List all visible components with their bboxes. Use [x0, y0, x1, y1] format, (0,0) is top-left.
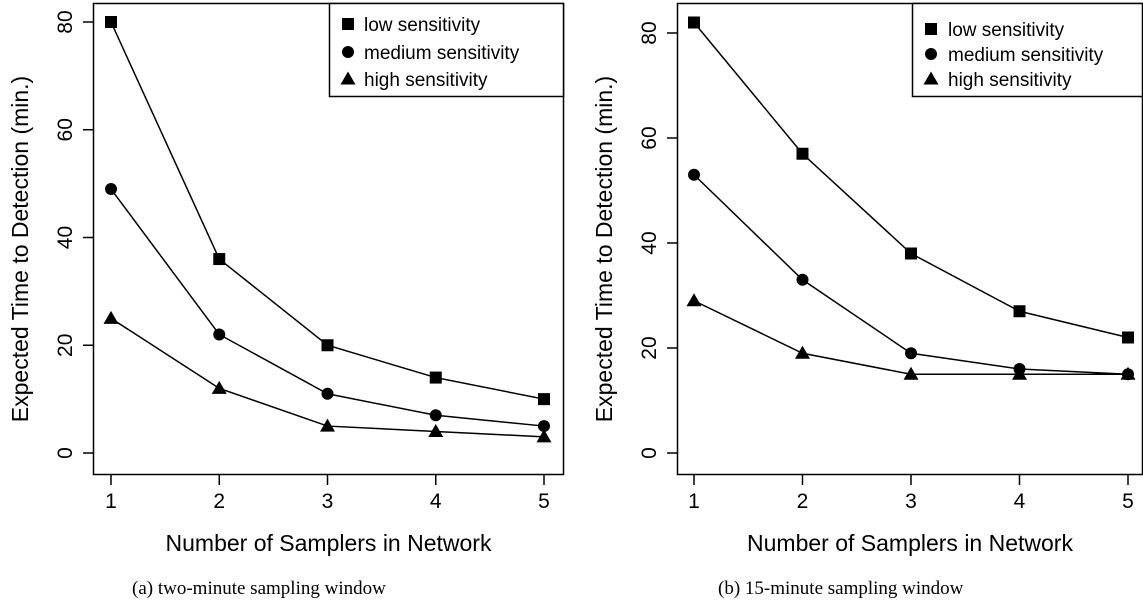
x-tick-label: 4 — [430, 490, 442, 513]
data-point-triangle — [1120, 366, 1136, 380]
legend-label: high sensitivity — [948, 70, 1072, 91]
data-point-triangle — [211, 380, 227, 394]
series-line-high-sensitivity — [693, 300, 1128, 375]
data-point-triangle — [795, 345, 810, 359]
y-tick-label: 20 — [638, 336, 661, 359]
x-tick-label: 3 — [905, 490, 917, 513]
legend-label: medium sensitivity — [364, 43, 520, 64]
data-point-circle — [105, 183, 117, 196]
data-point-triangle — [103, 310, 119, 324]
x-tick-label: 2 — [797, 490, 809, 513]
legend-box — [911, 2, 1143, 98]
data-point-square — [105, 16, 117, 28]
y-tick-label: 80 — [638, 21, 661, 44]
legend-marker-triangle — [340, 71, 356, 85]
x-tick-label: 5 — [1122, 490, 1134, 513]
data-point-square — [796, 147, 809, 160]
figure-caption: (a) two-minute sampling window — [132, 578, 386, 599]
data-point-square — [1122, 331, 1134, 344]
y-tick-label: 20 — [54, 334, 77, 357]
y-tick-label: 40 — [54, 226, 77, 249]
x-axis-label: Number of Samplers in Network — [747, 530, 1073, 556]
legend-label: low sensitivity — [948, 20, 1065, 41]
y-tick-label: 0 — [54, 447, 77, 459]
y-tick-label: 60 — [638, 126, 661, 149]
series-medium-sensitivity — [105, 183, 550, 433]
y-tick-label: 0 — [638, 447, 661, 459]
y-axis-label: Expected Time to Detection (min.) — [591, 76, 617, 422]
chart-panel-a: 1 2 3 4 5 0 20 40 60 80 Number of Samplers in Netw… — [7, 2, 565, 599]
y-axis-label: Expected Time to Detection (min.) — [7, 76, 33, 422]
legend: low sensitivity medium sensitivity high se… — [911, 2, 1143, 98]
data-point-circle — [321, 387, 334, 400]
data-point-triangle — [320, 418, 335, 432]
legend-label: high sensitivity — [364, 70, 488, 91]
x-tick-label: 5 — [538, 490, 550, 513]
data-point-square — [321, 339, 334, 352]
legend-marker-circle — [925, 48, 937, 60]
data-point-circle — [429, 409, 442, 422]
data-point-circle — [213, 328, 226, 341]
data-point-square — [213, 253, 226, 266]
series-low-sensitivity — [105, 16, 550, 406]
data-point-square — [1013, 305, 1026, 318]
series-high-sensitivity — [686, 293, 1136, 380]
data-point-triangle — [428, 423, 444, 437]
data-point-circle — [905, 347, 917, 360]
data-point-square — [688, 16, 700, 29]
x-tick-label: 1 — [105, 490, 117, 513]
x-tick-label: 2 — [213, 490, 225, 513]
y-tick-label: 80 — [54, 10, 77, 33]
series-low-sensitivity — [688, 16, 1134, 344]
plot-frame — [92, 2, 565, 476]
x-tick-label: 1 — [688, 490, 700, 513]
figure-caption: (b) 15-minute sampling window — [718, 578, 964, 599]
data-point-square — [429, 371, 442, 384]
x-axis-label: Number of Samplers in Network — [166, 530, 492, 556]
legend-marker-square — [925, 23, 937, 35]
series-medium-sensitivity — [688, 168, 1134, 381]
data-point-triangle — [1012, 366, 1027, 380]
legend-label: low sensitivity — [364, 15, 481, 36]
data-point-square — [538, 393, 550, 406]
data-point-circle — [796, 273, 809, 286]
series-line-medium-sensitivity — [693, 174, 1129, 375]
legend: low sensitivity medium sensitivity high se… — [328, 2, 565, 98]
data-point-triangle — [686, 293, 702, 307]
x-tick-label: 3 — [322, 490, 334, 513]
legend-marker-circle — [342, 46, 354, 58]
legend-box — [328, 2, 565, 98]
y-tick-label: 60 — [54, 118, 77, 141]
data-point-circle — [538, 420, 550, 433]
data-point-square — [905, 247, 917, 260]
series-high-sensitivity — [103, 310, 552, 443]
legend-label: medium sensitivity — [948, 45, 1104, 66]
data-point-triangle — [903, 366, 919, 380]
legend-marker-square — [342, 18, 354, 30]
chart-panel-b: 1 2 3 4 5 0 20 40 60 80 Number of Samplers in Netw… — [591, 2, 1143, 599]
x-tick-label: 4 — [1014, 490, 1026, 513]
y-tick-label: 40 — [638, 231, 661, 254]
data-point-triangle — [536, 429, 552, 443]
data-point-circle — [688, 168, 700, 181]
legend-marker-triangle — [923, 71, 939, 85]
